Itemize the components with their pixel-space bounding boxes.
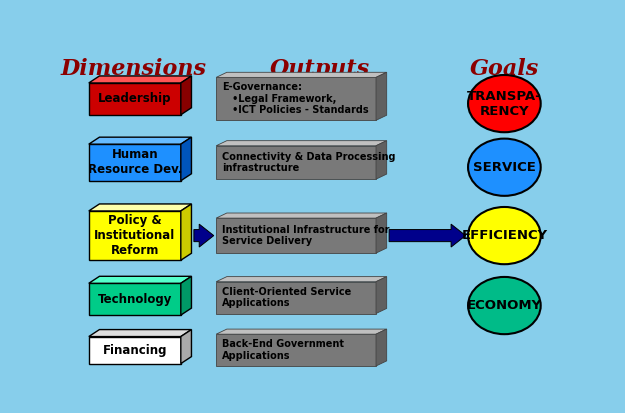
Polygon shape <box>216 72 387 77</box>
Polygon shape <box>89 276 191 283</box>
Polygon shape <box>89 137 191 144</box>
Polygon shape <box>216 146 376 179</box>
Text: E-Governance:
   •Legal Framework,
   •ICT Policies - Standards: E-Governance: •Legal Framework, •ICT Pol… <box>222 82 369 116</box>
Text: Policy &
Institutional
Reform: Policy & Institutional Reform <box>94 214 176 257</box>
Text: TRANSPA-
RENCY: TRANSPA- RENCY <box>467 90 542 118</box>
Polygon shape <box>376 329 387 366</box>
Text: Client-Oriented Service
Applications: Client-Oriented Service Applications <box>222 287 351 309</box>
Polygon shape <box>89 337 181 363</box>
Polygon shape <box>389 224 466 247</box>
Polygon shape <box>89 283 181 315</box>
Polygon shape <box>376 277 387 313</box>
Polygon shape <box>181 276 191 315</box>
Text: Human
Resource Dev.: Human Resource Dev. <box>88 148 182 176</box>
Ellipse shape <box>468 277 541 334</box>
Text: SERVICE: SERVICE <box>473 161 536 174</box>
Text: Financing: Financing <box>102 344 167 356</box>
Polygon shape <box>216 277 387 282</box>
Ellipse shape <box>468 139 541 196</box>
Text: EFFICIENCY: EFFICIENCY <box>461 229 548 242</box>
Text: Institutional Infrastructure for
Service Delivery: Institutional Infrastructure for Service… <box>222 225 389 247</box>
Ellipse shape <box>468 75 541 132</box>
Polygon shape <box>216 77 376 120</box>
Polygon shape <box>216 282 376 313</box>
Polygon shape <box>89 330 191 337</box>
Polygon shape <box>194 224 214 247</box>
Polygon shape <box>181 137 191 181</box>
Text: Connectivity & Data Processing
infrastructure: Connectivity & Data Processing infrastru… <box>222 152 396 173</box>
Polygon shape <box>181 76 191 115</box>
Polygon shape <box>216 213 387 218</box>
Polygon shape <box>89 211 181 260</box>
Text: Technology: Technology <box>98 293 172 306</box>
Polygon shape <box>216 329 387 334</box>
Polygon shape <box>216 141 387 146</box>
Text: ECONOMY: ECONOMY <box>467 299 542 312</box>
Text: Leadership: Leadership <box>98 93 171 105</box>
Polygon shape <box>216 218 376 253</box>
Text: Back-End Government
Applications: Back-End Government Applications <box>222 339 344 361</box>
Polygon shape <box>89 144 181 181</box>
Text: Goals: Goals <box>470 57 539 80</box>
Text: Dimensions: Dimensions <box>61 57 207 80</box>
Polygon shape <box>181 330 191 363</box>
Polygon shape <box>216 334 376 366</box>
Polygon shape <box>89 204 191 211</box>
Polygon shape <box>376 72 387 120</box>
Polygon shape <box>376 213 387 253</box>
Polygon shape <box>376 141 387 179</box>
Polygon shape <box>181 204 191 260</box>
Polygon shape <box>89 76 191 83</box>
Polygon shape <box>89 83 181 115</box>
Text: Outputs: Outputs <box>270 57 371 80</box>
Ellipse shape <box>468 207 541 264</box>
